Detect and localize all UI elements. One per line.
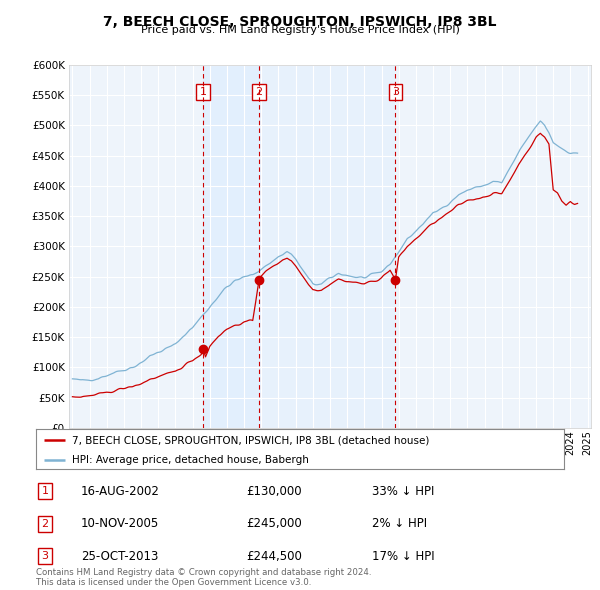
Text: £244,500: £244,500 bbox=[246, 549, 302, 563]
Text: £130,000: £130,000 bbox=[246, 484, 302, 498]
Text: 7, BEECH CLOSE, SPROUGHTON, IPSWICH, IP8 3BL (detached house): 7, BEECH CLOSE, SPROUGHTON, IPSWICH, IP8… bbox=[72, 435, 429, 445]
Text: 2: 2 bbox=[256, 87, 262, 97]
Text: £245,000: £245,000 bbox=[246, 517, 302, 530]
Text: Contains HM Land Registry data © Crown copyright and database right 2024.
This d: Contains HM Land Registry data © Crown c… bbox=[36, 568, 371, 587]
Text: 3: 3 bbox=[392, 87, 399, 97]
Text: 3: 3 bbox=[41, 551, 49, 561]
Text: 33% ↓ HPI: 33% ↓ HPI bbox=[372, 484, 434, 498]
Bar bbox=[203, 65, 259, 428]
Text: 2: 2 bbox=[41, 519, 49, 529]
Text: 7, BEECH CLOSE, SPROUGHTON, IPSWICH, IP8 3BL: 7, BEECH CLOSE, SPROUGHTON, IPSWICH, IP8… bbox=[103, 15, 497, 30]
Text: 1: 1 bbox=[200, 87, 207, 97]
Text: 10-NOV-2005: 10-NOV-2005 bbox=[81, 517, 159, 530]
Text: Price paid vs. HM Land Registry's House Price Index (HPI): Price paid vs. HM Land Registry's House … bbox=[140, 25, 460, 35]
Text: 17% ↓ HPI: 17% ↓ HPI bbox=[372, 549, 434, 563]
Bar bbox=[259, 65, 395, 428]
Text: 25-OCT-2013: 25-OCT-2013 bbox=[81, 549, 158, 563]
Text: 16-AUG-2002: 16-AUG-2002 bbox=[81, 484, 160, 498]
Text: 2% ↓ HPI: 2% ↓ HPI bbox=[372, 517, 427, 530]
Text: HPI: Average price, detached house, Babergh: HPI: Average price, detached house, Babe… bbox=[72, 455, 309, 466]
Text: 1: 1 bbox=[41, 486, 49, 496]
